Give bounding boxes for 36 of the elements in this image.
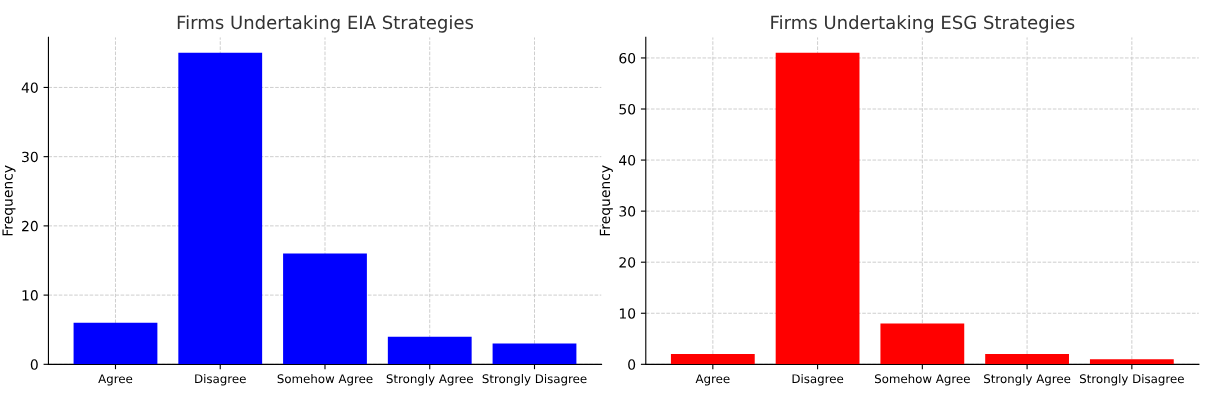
x-tick-label: Strongly Agree — [984, 374, 1071, 386]
y-axis-title: Frequency — [599, 165, 613, 236]
y-tick-label: 40 — [21, 82, 38, 93]
y-tick-label: 10 — [22, 290, 38, 301]
bar — [880, 323, 965, 365]
y-tick-label: 10 — [619, 308, 636, 319]
x-tick-label: Strongly Disagree — [1079, 374, 1184, 386]
chart-title: Firms Undertaking EIA Strategies — [177, 15, 474, 33]
bar — [1089, 359, 1174, 365]
x-tick-label: Strongly Disagree — [482, 374, 587, 386]
bar — [178, 52, 263, 365]
x-tick-label: Disagree — [195, 374, 246, 386]
bar — [283, 253, 367, 365]
bar — [985, 354, 1069, 365]
x-tick-label: Somehow Agree — [277, 374, 373, 386]
bar — [73, 322, 158, 365]
x-tick-label: Disagree — [792, 374, 844, 386]
x-tick-label: Strongly Agree — [386, 374, 473, 386]
y-tick-label: 60 — [619, 52, 636, 64]
chart-title: Firms Undertaking ESG Strategies — [771, 15, 1075, 33]
y-tick-label: 40 — [619, 155, 636, 166]
x-tick-label: Agree — [695, 374, 730, 386]
bar — [492, 343, 577, 365]
y-tick-label: 20 — [619, 257, 636, 268]
y-tick-label: 20 — [22, 220, 38, 232]
y-tick-label: 0 — [628, 359, 636, 370]
bar — [775, 52, 860, 365]
y-tick-label: 50 — [619, 103, 636, 115]
bar — [670, 354, 755, 365]
x-tick-label: Agree — [98, 374, 133, 386]
y-tick-label: 30 — [619, 206, 636, 217]
y-tick-label: 30 — [22, 151, 38, 163]
y-axis-title: Frequency — [2, 165, 16, 236]
x-tick-label: Somehow Agree — [874, 374, 970, 386]
bar — [387, 336, 472, 365]
y-tick-label: 0 — [30, 359, 38, 370]
